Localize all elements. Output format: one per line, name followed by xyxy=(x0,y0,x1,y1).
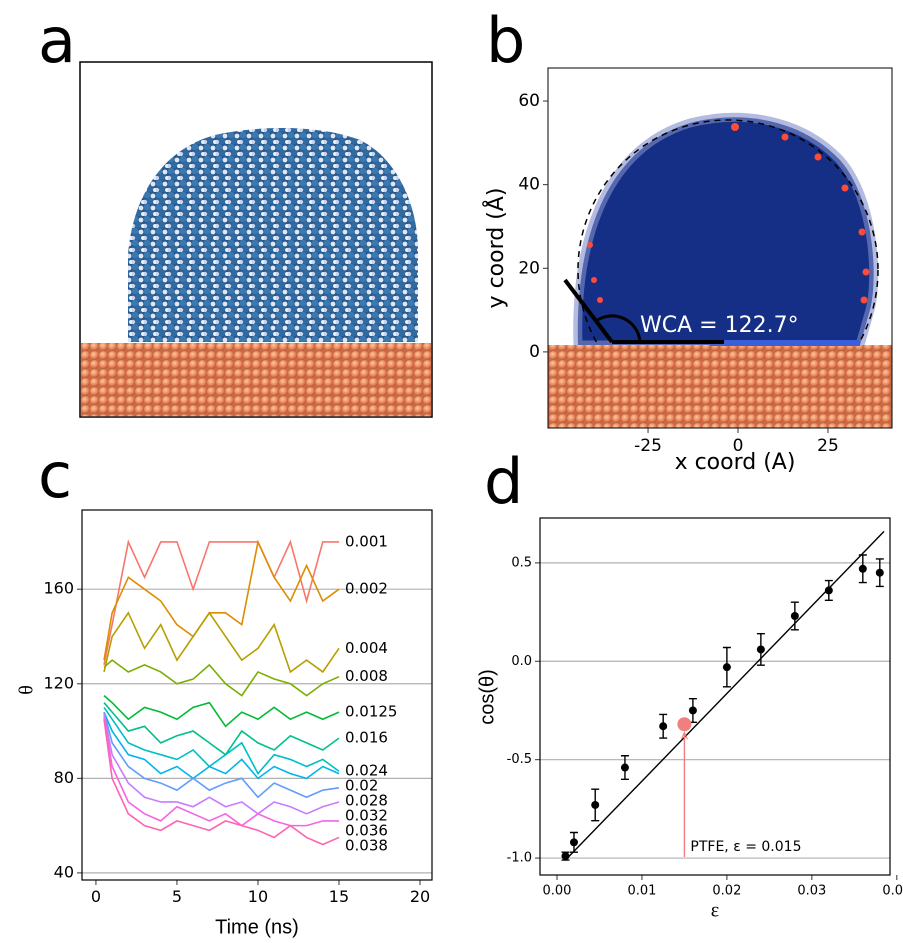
y-tick-label: 80 xyxy=(54,768,74,787)
series-line xyxy=(103,611,340,674)
series-line xyxy=(103,539,340,661)
series-label: 0.002 xyxy=(345,580,388,598)
point xyxy=(561,852,570,861)
y-tick-label: 0.0 xyxy=(511,654,532,669)
x-tick-label: 0.01 xyxy=(627,883,656,898)
point xyxy=(756,645,765,654)
point xyxy=(824,586,833,595)
tangent-line xyxy=(563,278,614,344)
x-axis-label: Time (ns) xyxy=(215,916,299,938)
series-label: 0.036 xyxy=(345,822,388,840)
panel-label: a xyxy=(38,4,76,77)
series-label: 0.038 xyxy=(345,837,388,855)
point xyxy=(688,706,697,715)
y-tick-label: 160 xyxy=(43,579,74,598)
series-label: 0.032 xyxy=(345,807,388,825)
y-tick-label: 20 xyxy=(518,258,540,278)
y-tick-label: 120 xyxy=(43,673,74,692)
x-tick-label: 10 xyxy=(248,887,268,906)
point xyxy=(722,663,731,672)
y-axis-label: cos(θ) xyxy=(476,669,498,725)
y-tick-label: 40 xyxy=(518,175,540,195)
y-axis-label: θ xyxy=(16,685,38,695)
series-label: 0.02 xyxy=(345,777,378,795)
series-line xyxy=(103,711,340,780)
series-label: 0.0125 xyxy=(345,703,398,721)
x-tick-label: 0.02 xyxy=(712,883,741,898)
fit-line xyxy=(564,530,885,861)
y-tick-label: -0.5 xyxy=(507,752,532,767)
panel-label: b xyxy=(486,4,525,77)
point xyxy=(620,763,629,772)
plot-frame xyxy=(81,509,433,881)
wca-annotation: WCA = 122.7° xyxy=(640,313,799,338)
panel-label: c xyxy=(38,439,72,512)
series-line xyxy=(103,694,340,728)
copper-slab xyxy=(80,343,432,417)
x-tick-label: 20 xyxy=(410,887,430,906)
series-line xyxy=(103,706,340,776)
point xyxy=(858,564,867,573)
plot-frame xyxy=(539,517,891,876)
x-tick-label: 0 xyxy=(733,436,744,456)
annotation-arrowhead xyxy=(680,730,688,740)
series-line xyxy=(103,719,340,846)
copper-slab xyxy=(548,345,892,428)
x-tick-label: 5 xyxy=(172,887,182,906)
panel-frame xyxy=(547,67,893,429)
series-label: 0.028 xyxy=(345,792,388,810)
x-tick-label: 0 xyxy=(91,887,101,906)
y-tick-label: 0 xyxy=(529,342,540,362)
point xyxy=(875,568,884,577)
series-line xyxy=(103,714,340,815)
x-tick-label: 15 xyxy=(329,887,349,906)
series-label: 0.001 xyxy=(345,532,388,550)
point xyxy=(790,612,799,621)
series-label: 0.004 xyxy=(345,639,388,657)
highlight-point xyxy=(677,717,692,732)
y-tick-label: 40 xyxy=(54,862,74,881)
x-tick-label: 0.04 xyxy=(882,883,903,898)
x-tick-label: 0.00 xyxy=(543,883,572,898)
x-tick-label: -25 xyxy=(634,436,662,456)
point xyxy=(569,838,578,847)
x-axis-label: ε xyxy=(711,900,719,922)
x-tick-label: 0.03 xyxy=(797,883,826,898)
x-axis-label: x coord (A) xyxy=(675,450,796,475)
point xyxy=(591,800,600,809)
water-droplet xyxy=(128,128,418,342)
annotation: PTFE, ε = 0.015 xyxy=(690,839,801,855)
y-tick-label: 0.5 xyxy=(511,555,532,570)
series-label: 0.016 xyxy=(345,729,388,747)
interface-points xyxy=(587,123,870,304)
angle-arc xyxy=(595,314,642,343)
series-line xyxy=(103,702,340,756)
panel-label: d xyxy=(484,445,523,518)
y-tick-label: 60 xyxy=(518,91,540,111)
interface-layer xyxy=(710,340,860,346)
point xyxy=(659,722,668,731)
series-line xyxy=(103,659,340,697)
y-axis-label: y coord (Å) xyxy=(482,188,509,309)
series-label: 0.008 xyxy=(345,667,388,685)
series-label: 0.024 xyxy=(345,762,388,780)
series-line xyxy=(103,539,339,666)
density-map xyxy=(573,112,879,350)
x-tick-label: 25 xyxy=(817,436,839,456)
series-line xyxy=(103,716,339,827)
panel-b-image xyxy=(548,112,892,428)
y-tick-label: -1.0 xyxy=(507,851,532,866)
series-line xyxy=(103,711,340,799)
